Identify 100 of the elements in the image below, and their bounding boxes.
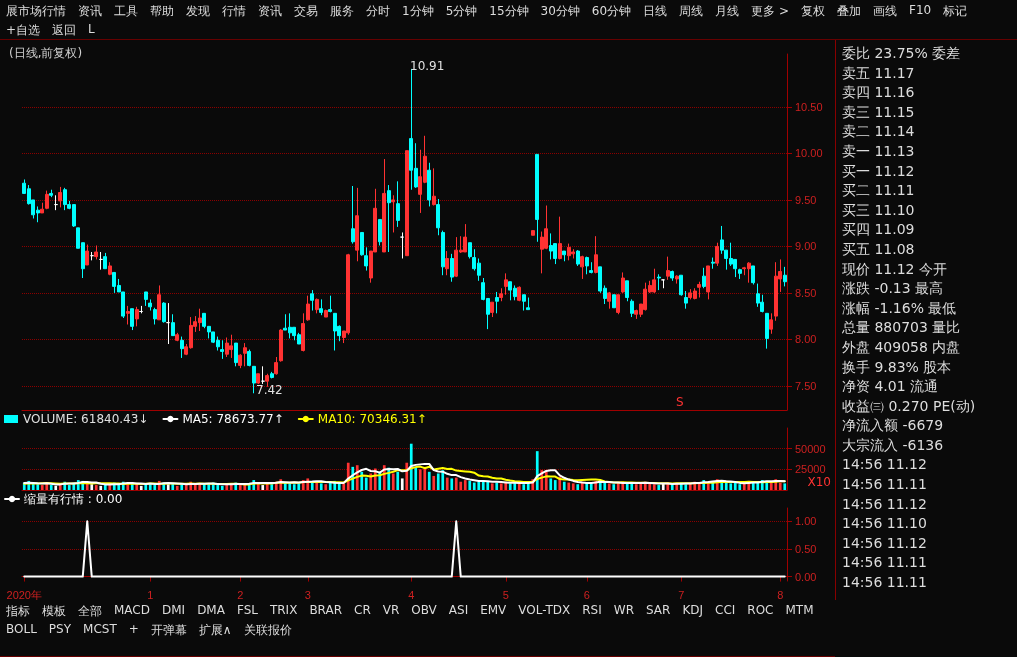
bar [184,485,188,490]
text: BOLL [6,622,37,638]
candlestick [405,150,409,257]
candlestick [333,312,337,352]
text: 5分钟 [445,3,478,20]
bar [634,484,638,490]
candlestick [382,158,386,253]
text: 30分钟 [540,3,580,20]
text: FSL [236,603,258,619]
bar [553,480,557,490]
bar [567,482,571,490]
text: 15分钟 [489,3,529,20]
candlestick [126,305,130,325]
candlestick [666,256,670,281]
candlestick [504,272,508,296]
candlestick [49,189,53,198]
text: 开弹幕 [150,622,187,639]
text: 14:56 11.12 [842,494,928,514]
text: 行情 [222,3,246,20]
y-tick-label: 25000 [795,463,826,476]
candlestick [441,230,445,276]
text: 买三 11.10 [842,200,916,220]
candlestick [774,261,778,322]
text: CCI [715,603,736,619]
text: 日线 [643,3,668,20]
text: 返回 [52,22,77,39]
y-tick-label: 8.00 [795,333,817,346]
bar [495,482,499,490]
bar [778,482,782,490]
text: 总量 880703 量比 [842,318,962,338]
candlestick [315,297,319,314]
text: 收益㈢ 0.270 PE(动) [842,396,977,416]
text: 画线 [873,3,897,20]
candlestick [148,298,152,312]
text: 关联报价 [243,622,292,639]
text: MACD [114,603,150,619]
text: 周线 [679,3,704,20]
y-tick-label: 7.50 [795,379,817,392]
candlestick [355,187,359,262]
candlestick [675,274,679,285]
candlestick [535,153,539,243]
text: OBV [411,603,437,619]
bar [445,477,449,490]
text: 大宗流入 -6136 [842,435,945,455]
candlestick [445,250,449,276]
candlestick [517,285,521,302]
bar [94,485,98,490]
text: 叠加 [837,3,861,20]
candlestick [229,334,233,359]
candlestick [661,279,665,289]
candlestick [157,284,161,321]
candlestick [580,255,584,280]
bar [549,478,553,490]
text: MTM [785,603,814,619]
candlestick [175,332,179,342]
text: 外盘 409058 内盘 [842,337,962,357]
candlestick [616,294,620,315]
text: 14:56 11.12 [842,533,928,553]
bar [733,482,737,490]
bar [432,475,436,490]
text: DMA [197,603,225,619]
text: 分时 [366,3,390,20]
bar [783,483,787,490]
candlestick [594,235,598,274]
bar [612,484,616,490]
text: VR [382,603,400,619]
candlestick [738,268,742,280]
y-tick-label: 8.50 [795,286,817,299]
text: 发现 [186,3,210,20]
bar [220,485,224,490]
candlestick [378,218,382,246]
text: 资讯 [78,3,102,20]
candlestick [130,308,134,331]
bar [477,481,481,490]
candlestick [468,242,472,259]
bar [499,483,503,490]
candlestick [270,371,274,379]
candlestick [589,261,593,274]
candlestick [108,261,112,276]
y-tick-label: 1.00 [795,515,817,528]
bar [729,483,733,490]
text: 涨幅 -1.16% 最低 [842,298,958,318]
bar [724,482,728,490]
candlestick [45,190,49,210]
bar [175,485,179,490]
candlestick [657,273,661,291]
text: WR [613,603,634,619]
text: X10 [807,475,832,489]
bar [490,483,494,490]
candlestick [306,295,310,322]
candlestick [432,167,436,207]
text: 卖一 11.13 [842,141,916,161]
candlestick [612,294,616,309]
bar [49,485,53,490]
candlestick [567,243,571,261]
candlestick [679,274,683,297]
candlestick [549,232,553,260]
candlestick [63,187,67,211]
annotation: 10.91 [410,59,445,73]
candlestick [58,186,62,208]
